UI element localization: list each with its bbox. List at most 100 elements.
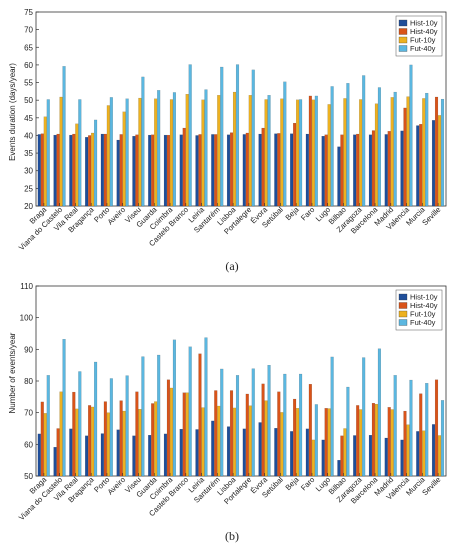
- bar-hist-40y-beja: [293, 398, 297, 477]
- bar-hist-10y-viana-do-castelo: [53, 447, 57, 477]
- bar-hist-40y-lisboa: [229, 390, 234, 477]
- panel-a-ylabel: Events duration (days/year): [8, 63, 17, 161]
- bar-hist-40y-leiria: [198, 134, 202, 207]
- panel-a-ytick-label: 20: [24, 202, 33, 211]
- bar-hist-40y-madrid: [387, 131, 391, 207]
- bar-fut-40y-viseu: [141, 356, 145, 477]
- bar-hist-40y-lisboa: [229, 132, 234, 207]
- bar-fut-10y-viseu: [138, 409, 142, 477]
- bar-hist-40y-lugo: [324, 134, 328, 207]
- bar-fut-10y-lisboa: [232, 407, 237, 477]
- bar-fut-10y-bragança: [91, 132, 95, 207]
- bar-hist-40y-valencia: [403, 410, 407, 477]
- bar-fut-10y-castelo-branco: [185, 94, 189, 207]
- bar-hist-40y-vila-real: [72, 391, 76, 477]
- category-label: Faro: [299, 205, 316, 222]
- legend-swatch-hist-10y: [398, 19, 408, 27]
- bar-fut-40y-viana-do-castelo: [62, 66, 66, 207]
- bar-hist-10y-bilbao: [337, 146, 341, 207]
- bar-hist-10y-évora: [258, 133, 262, 207]
- bar-hist-40y-barcelona: [371, 403, 375, 477]
- bar-fut-40y-santarém: [220, 66, 224, 207]
- panel-b-ytick-label: 90: [24, 345, 33, 354]
- bar-fut-10y-madrid: [390, 97, 394, 207]
- bar-fut-10y-braga: [43, 413, 47, 477]
- bar-fut-10y-santarém: [217, 95, 221, 207]
- panel-b-ytick-label: 110: [20, 282, 33, 291]
- bar-fut-10y-murcia: [422, 430, 426, 477]
- bar-hist-40y-évora: [261, 127, 265, 207]
- bar-hist-10y-porto: [100, 433, 104, 477]
- bar-hist-10y-coimbra: [163, 134, 168, 207]
- bar-hist-40y-bilbao: [340, 134, 344, 207]
- bar-fut-10y-lisboa: [232, 91, 237, 207]
- bar-hist-10y-faro: [305, 133, 309, 207]
- bar-fut-10y-castelo-branco: [185, 392, 189, 477]
- bar-hist-40y-guarda: [151, 403, 155, 477]
- bar-hist-40y-leiria: [198, 353, 202, 477]
- bar-hist-40y-madrid: [387, 407, 391, 477]
- panel-b-ytick-label: 70: [24, 409, 33, 418]
- bar-fut-40y-vila-real: [78, 99, 82, 207]
- bar-hist-40y-murcia: [419, 393, 423, 477]
- bar-fut-10y-bragança: [91, 406, 95, 477]
- bar-fut-40y-valencia: [409, 379, 413, 477]
- bar-hist-10y-portalegre: [242, 428, 246, 477]
- panel-a-ytick-label: 55: [24, 79, 33, 88]
- bar-fut-40y-coimbra: [172, 92, 176, 207]
- bar-fut-10y-zaragoza: [359, 99, 363, 207]
- category-label: Beja: [284, 205, 302, 223]
- panel-a-ytick-label: 60: [24, 61, 33, 70]
- panel-b-ytick-label: 80: [24, 377, 33, 386]
- panel-a-ytick-label: 65: [24, 43, 33, 52]
- bar-fut-40y-murcia: [425, 383, 429, 477]
- legend-swatch-fut-10y: [398, 36, 408, 44]
- panel-a-chart: Events duration (days/year) 20 25 30 35 40 45…: [8, 8, 447, 273]
- bar-fut-40y-zaragoza: [362, 357, 366, 477]
- bar-fut-10y-coimbra: [169, 99, 173, 207]
- bar-fut-40y-seville: [440, 400, 445, 477]
- bar-hist-40y-évora: [261, 383, 265, 477]
- bar-fut-40y-murcia: [425, 92, 429, 207]
- panel-b-bars: [37, 337, 445, 477]
- legend-swatch-fut-40y: [398, 319, 408, 326]
- legend-swatch-hist-40y: [398, 28, 408, 35]
- bar-hist-40y-bragança: [88, 135, 92, 207]
- bar-hist-40y-castelo-branco: [182, 392, 186, 477]
- legend-label-hist-40y: Hist-40y: [410, 27, 438, 36]
- panel-a-ticks: 20 25 30 35 40 45 50 55 60 65 70 75: [24, 8, 39, 211]
- bar-hist-10y-aveiro: [116, 429, 120, 477]
- bar-hist-10y-évora: [258, 422, 262, 477]
- bar-hist-40y-porto: [103, 133, 107, 207]
- bar-fut-10y-faro: [311, 99, 315, 207]
- bar-fut-40y-bragança: [94, 119, 98, 207]
- bar-hist-10y-murcia: [416, 431, 420, 477]
- legend-swatch-hist-40y: [398, 302, 408, 309]
- bar-hist-40y-zaragoza: [356, 405, 360, 477]
- bar-hist-40y-porto: [103, 401, 107, 477]
- bar-hist-10y-madrid: [384, 437, 388, 477]
- bar-hist-10y-faro: [305, 428, 309, 477]
- bar-fut-40y-porto: [109, 97, 113, 207]
- bar-fut-10y-porto: [106, 105, 110, 207]
- panel-a-ytick-label: 35: [24, 149, 33, 158]
- bar-hist-40y-viseu: [135, 391, 139, 477]
- bar-fut-40y-castelo-branco: [188, 64, 192, 207]
- bar-fut-40y-porto: [109, 378, 113, 477]
- bar-hist-10y-setúbal: [274, 133, 278, 207]
- bar-hist-10y-madrid: [384, 134, 388, 207]
- bar-fut-10y-seville: [437, 115, 442, 207]
- bar-hist-10y-barcelona: [368, 134, 372, 207]
- bar-fut-40y-castelo-branco: [188, 346, 192, 477]
- bar-fut-40y-portalegre: [251, 368, 255, 477]
- bar-fut-10y-barcelona: [374, 403, 378, 477]
- bar-fut-10y-vila-real: [75, 123, 79, 207]
- bar-hist-40y-bragança: [88, 405, 92, 477]
- bar-fut-10y-guarda: [154, 98, 158, 207]
- bar-fut-10y-faro: [311, 439, 315, 477]
- bar-fut-10y-madrid: [390, 409, 394, 477]
- bar-fut-40y-beja: [299, 99, 303, 207]
- bar-hist-40y-aveiro: [119, 134, 123, 207]
